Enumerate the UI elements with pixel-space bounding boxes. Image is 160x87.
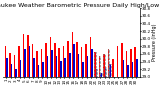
Bar	[67, 41, 69, 77]
Bar	[69, 53, 71, 77]
Bar	[58, 48, 60, 77]
Bar	[99, 56, 100, 77]
Bar	[100, 73, 102, 77]
Bar	[49, 37, 51, 77]
Bar	[96, 69, 97, 77]
Bar	[123, 60, 124, 77]
Bar	[23, 34, 24, 77]
Y-axis label: Pressure (inHg): Pressure (inHg)	[152, 24, 157, 61]
Bar	[105, 67, 106, 77]
Bar	[73, 44, 75, 77]
Bar	[99, 56, 100, 77]
Bar	[96, 69, 97, 77]
Bar	[90, 37, 91, 77]
Bar	[94, 52, 96, 77]
Bar	[103, 54, 105, 77]
Title: Milwaukee Weather Barometric Pressure Daily High/Low: Milwaukee Weather Barometric Pressure Da…	[0, 3, 159, 8]
Bar	[112, 59, 114, 77]
Bar	[130, 49, 132, 77]
Bar	[27, 35, 29, 77]
Bar	[63, 46, 64, 77]
Bar	[91, 49, 93, 77]
Bar	[6, 58, 8, 77]
Bar	[114, 77, 115, 83]
Bar	[15, 69, 17, 77]
Bar	[54, 43, 56, 77]
Bar	[38, 65, 39, 77]
Bar	[24, 49, 26, 77]
Bar	[127, 65, 129, 77]
Bar	[42, 62, 44, 77]
Bar	[82, 62, 84, 77]
Bar	[64, 58, 66, 77]
Bar	[32, 44, 33, 77]
Bar	[41, 49, 42, 77]
Bar	[47, 56, 48, 77]
Bar	[78, 54, 80, 77]
Bar	[14, 55, 15, 77]
Bar	[76, 42, 78, 77]
Bar	[117, 46, 118, 77]
Bar	[45, 43, 47, 77]
Bar	[108, 49, 109, 77]
Bar	[108, 49, 109, 77]
Bar	[100, 73, 102, 77]
Bar	[103, 54, 105, 77]
Bar	[81, 47, 82, 77]
Bar	[11, 64, 12, 77]
Bar	[132, 62, 133, 77]
Bar	[136, 59, 138, 77]
Bar	[72, 32, 73, 77]
Bar	[51, 50, 53, 77]
Bar	[36, 51, 38, 77]
Bar	[121, 43, 123, 77]
Bar	[5, 46, 6, 77]
Bar	[56, 56, 57, 77]
Bar	[60, 61, 62, 77]
Bar	[33, 58, 35, 77]
Bar	[118, 77, 120, 81]
Bar	[87, 56, 88, 77]
Bar	[94, 52, 96, 77]
Bar	[109, 64, 111, 77]
Bar	[18, 46, 20, 77]
Bar	[20, 60, 21, 77]
Bar	[126, 51, 127, 77]
Bar	[105, 67, 106, 77]
Bar	[9, 53, 11, 77]
Bar	[135, 47, 136, 77]
Bar	[85, 44, 87, 77]
Bar	[29, 46, 30, 77]
Bar	[109, 64, 111, 77]
